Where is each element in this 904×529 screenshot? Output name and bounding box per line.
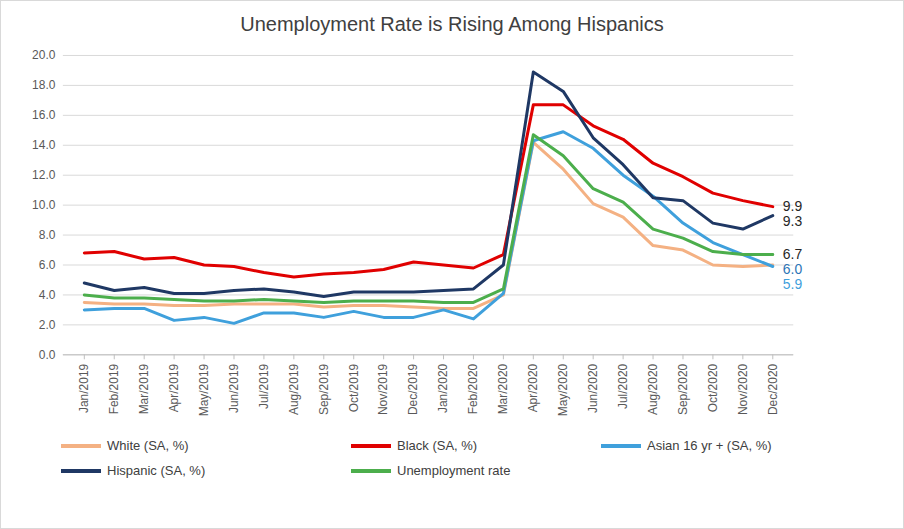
svg-text:16.0: 16.0 [32,108,56,122]
html-text:Hispanic (SA, %): Hispanic (SA, %) [107,463,206,479]
html-text:White (SA, %): White (SA, %) [107,438,189,454]
svg-text:Nov/2019: Nov/2019 [376,363,390,415]
svg-text:9.9: 9.9 [783,198,803,214]
svg-text:0.0: 0.0 [39,348,56,362]
svg-text:Sep/2020: Sep/2020 [676,363,690,415]
svg-text:Aug/2019: Aug/2019 [287,363,301,415]
html-text:Black (SA, %): Black (SA, %) [397,438,478,454]
svg-text:6.7: 6.7 [783,246,803,262]
svg-text:Dec/2020: Dec/2020 [766,363,780,415]
svg-text:Jul/2020: Jul/2020 [616,363,630,409]
svg-text:10.0: 10.0 [32,198,56,212]
svg-text:Oct/2019: Oct/2019 [347,363,361,412]
svg-text:9.3: 9.3 [783,213,803,229]
svg-text:4.0: 4.0 [39,288,56,302]
svg-text:12.0: 12.0 [32,168,56,182]
html-text:Unemployment rate: Unemployment rate [397,463,511,479]
svg-text:Sep/2019: Sep/2019 [317,363,331,415]
svg-text:18.0: 18.0 [32,78,56,92]
svg-text:Apr/2019: Apr/2019 [167,363,181,412]
svg-text:Oct/2020: Oct/2020 [706,363,720,412]
svg-text:Jan/2019: Jan/2019 [77,363,91,413]
svg-text:May/2019: May/2019 [197,363,211,416]
svg-text:Mar/2020: Mar/2020 [496,363,510,414]
svg-text:May/2020: May/2020 [556,363,570,416]
svg-text:Apr/2020: Apr/2020 [526,363,540,412]
svg-text:Dec/2019: Dec/2019 [406,363,420,415]
svg-text:6.0: 6.0 [783,261,803,277]
svg-text:Nov/2020: Nov/2020 [736,363,750,415]
svg-text:8.0: 8.0 [39,228,56,242]
svg-text:6.0: 6.0 [39,258,56,272]
svg-text:Jun/2019: Jun/2019 [227,363,241,413]
svg-text:20.0: 20.0 [32,48,56,62]
svg-text:2.0: 2.0 [39,318,56,332]
html-text:Asian 16 yr + (SA, %): Asian 16 yr + (SA, %) [647,438,772,454]
svg-text:Feb/2020: Feb/2020 [466,363,480,414]
svg-text:5.9: 5.9 [783,276,803,292]
svg-text:Feb/2019: Feb/2019 [107,363,121,414]
svg-text:14.0: 14.0 [32,138,56,152]
svg-text:Jan/2020: Jan/2020 [436,363,450,413]
svg-text:Mar/2019: Mar/2019 [137,363,151,414]
html-text:Unemployment Rate is Rising Am: Unemployment Rate is Rising Among Hispan… [240,13,664,35]
svg-text:Jul/2019: Jul/2019 [257,363,271,409]
svg-text:Jun/2020: Jun/2020 [586,363,600,413]
svg-text:Aug/2020: Aug/2020 [646,363,660,415]
